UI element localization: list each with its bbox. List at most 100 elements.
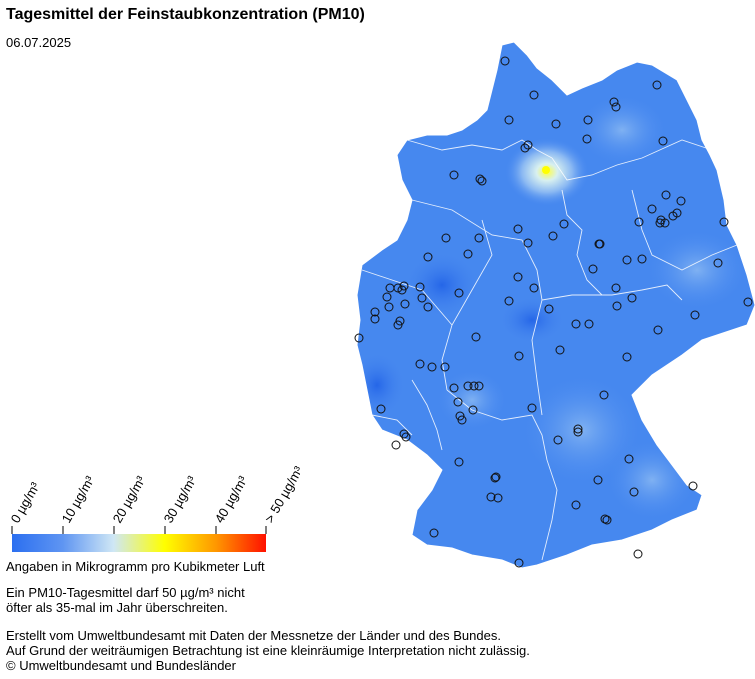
color-scale-legend: 0 µg/m³ 10 µg/m³ 20 µg/m³ 30 µg/m³ 40 µg… xyxy=(8,463,300,552)
station-marker xyxy=(599,390,609,400)
credits-line: Erstellt vom Umweltbundesamt mit Daten d… xyxy=(6,628,501,643)
station-marker xyxy=(454,288,464,298)
station-marker xyxy=(490,473,500,483)
station-marker xyxy=(449,170,459,180)
tick-label-40: 40 µg/m³ xyxy=(212,473,251,526)
station-marker xyxy=(588,264,598,274)
station-marker xyxy=(520,143,530,153)
tick-label-20: 20 µg/m³ xyxy=(110,473,149,526)
station-marker xyxy=(453,397,463,407)
station-marker xyxy=(504,296,514,306)
station-marker xyxy=(622,352,632,362)
station-marker xyxy=(609,97,619,107)
station-marker xyxy=(454,457,464,467)
station-marker xyxy=(397,285,407,295)
station-marker xyxy=(382,292,392,302)
station-marker xyxy=(600,514,610,524)
station-marker xyxy=(474,233,484,243)
station-marker xyxy=(504,115,514,125)
station-marker xyxy=(653,325,663,335)
station-marker xyxy=(555,345,565,355)
station-marker xyxy=(415,282,425,292)
credits: Erstellt vom Umweltbundesamt mit Daten d… xyxy=(6,628,706,673)
station-marker xyxy=(415,359,425,369)
station-marker xyxy=(469,381,479,391)
station-marker xyxy=(514,558,524,568)
station-marker xyxy=(449,383,459,393)
tick-label-50: > 50 µg/m³ xyxy=(262,463,300,525)
germany-pm10-map xyxy=(354,41,755,569)
station-marker xyxy=(523,140,533,150)
station-marker xyxy=(544,304,554,314)
station-marker xyxy=(582,134,592,144)
station-marker xyxy=(624,454,634,464)
station-marker xyxy=(668,211,678,221)
station-marker xyxy=(354,333,364,343)
station-marker xyxy=(676,196,686,206)
tick-label-0: 0 µg/m³ xyxy=(8,479,43,525)
station-marker xyxy=(743,297,753,307)
station-marker xyxy=(474,381,484,391)
station-marker xyxy=(491,472,501,482)
station-marker xyxy=(573,427,583,437)
station-marker xyxy=(571,500,581,510)
station-marker xyxy=(513,272,523,282)
station-marker xyxy=(376,404,386,414)
station-marker xyxy=(611,102,621,112)
station-marker xyxy=(594,239,604,249)
station-marker xyxy=(513,224,523,234)
station-marker xyxy=(661,190,671,200)
station-marker xyxy=(637,254,647,264)
station-marker xyxy=(690,310,700,320)
station-marker xyxy=(713,258,723,268)
station-marker xyxy=(559,219,569,229)
station-marker xyxy=(423,302,433,312)
station-marker xyxy=(471,332,481,342)
station-marker xyxy=(629,487,639,497)
station-marker xyxy=(634,217,644,227)
page-title: Tagesmittel der Feinstaubkonzentration (… xyxy=(6,6,365,23)
station-marker xyxy=(401,432,411,442)
tick-label-10: 10 µg/m³ xyxy=(59,473,98,526)
station-marker xyxy=(593,475,603,485)
note-line: öfter als 35-mal im Jahr überschreiten. xyxy=(6,600,228,615)
station-marker xyxy=(553,435,563,445)
station-marker xyxy=(571,319,581,329)
station-marker xyxy=(523,238,533,248)
station-marker xyxy=(719,217,729,227)
station-marker xyxy=(477,176,487,186)
station-marker xyxy=(514,351,524,361)
station-marker xyxy=(370,314,380,324)
limit-note: Ein PM10-Tagesmittel darf 50 µg/m³ nicht… xyxy=(6,585,346,615)
station-marker xyxy=(486,492,496,502)
station-marker xyxy=(463,381,473,391)
station-marker xyxy=(493,493,503,503)
station-marker xyxy=(548,231,558,241)
date-label: 06.07.2025 xyxy=(6,35,72,50)
station-marker xyxy=(688,481,698,491)
station-marker xyxy=(611,283,621,293)
station-marker xyxy=(455,411,465,421)
station-marker xyxy=(440,362,450,372)
station-marker xyxy=(633,549,643,559)
station-marker xyxy=(647,204,657,214)
station-marker xyxy=(612,301,622,311)
station-marker xyxy=(658,136,668,146)
station-marker xyxy=(417,293,427,303)
station-marker xyxy=(660,218,670,228)
credits-line: © Umweltbundesamt und Bundesländer xyxy=(6,658,236,673)
station-marker xyxy=(627,293,637,303)
color-bar xyxy=(12,534,266,552)
station-marker xyxy=(384,302,394,312)
station-marker xyxy=(573,424,583,434)
station-marker xyxy=(391,440,401,450)
station-marker xyxy=(370,307,380,317)
station-marker xyxy=(475,174,485,184)
station-marker xyxy=(441,233,451,243)
station-marker xyxy=(655,218,665,228)
station-marker xyxy=(427,362,437,372)
note-line: Ein PM10-Tagesmittel darf 50 µg/m³ nicht xyxy=(6,585,245,600)
credits-line: Auf Grund der weiträumigen Betrachtung i… xyxy=(6,643,530,658)
station-marker xyxy=(652,80,662,90)
station-marker xyxy=(584,319,594,329)
